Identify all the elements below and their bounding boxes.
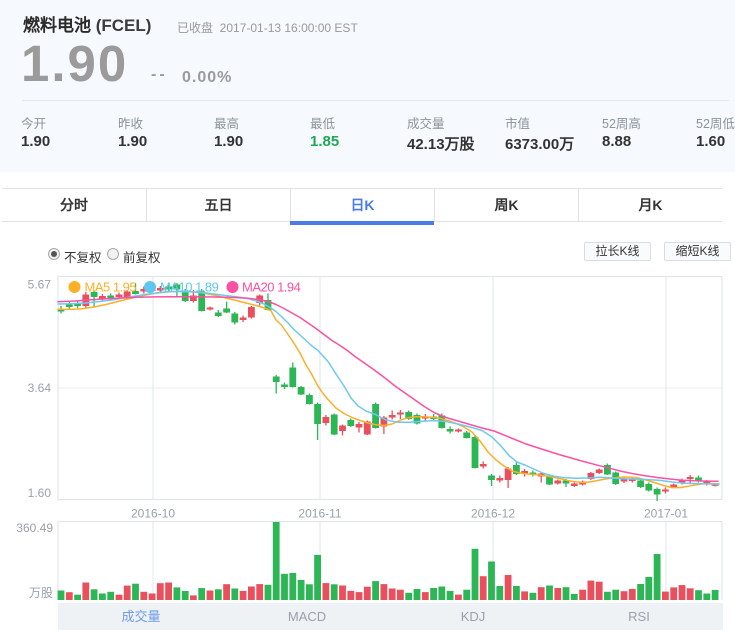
- svg-text:万股: 万股: [29, 586, 53, 600]
- svg-text:3.64: 3.64: [28, 381, 52, 395]
- svg-text:360.49: 360.49: [16, 521, 53, 535]
- svg-text:MA5 1.95: MA5 1.95: [85, 280, 137, 295]
- svg-text:2016-11: 2016-11: [298, 507, 341, 521]
- svg-text:MA10 1.89: MA10 1.89: [160, 280, 219, 295]
- svg-text:5.67: 5.67: [28, 278, 52, 292]
- svg-text:MA20 1.94: MA20 1.94: [242, 280, 301, 295]
- svg-text:2016-12: 2016-12: [471, 507, 515, 521]
- svg-text:2016-10: 2016-10: [131, 507, 175, 521]
- svg-text:2017-01: 2017-01: [644, 507, 688, 521]
- svg-text:1.60: 1.60: [28, 486, 52, 500]
